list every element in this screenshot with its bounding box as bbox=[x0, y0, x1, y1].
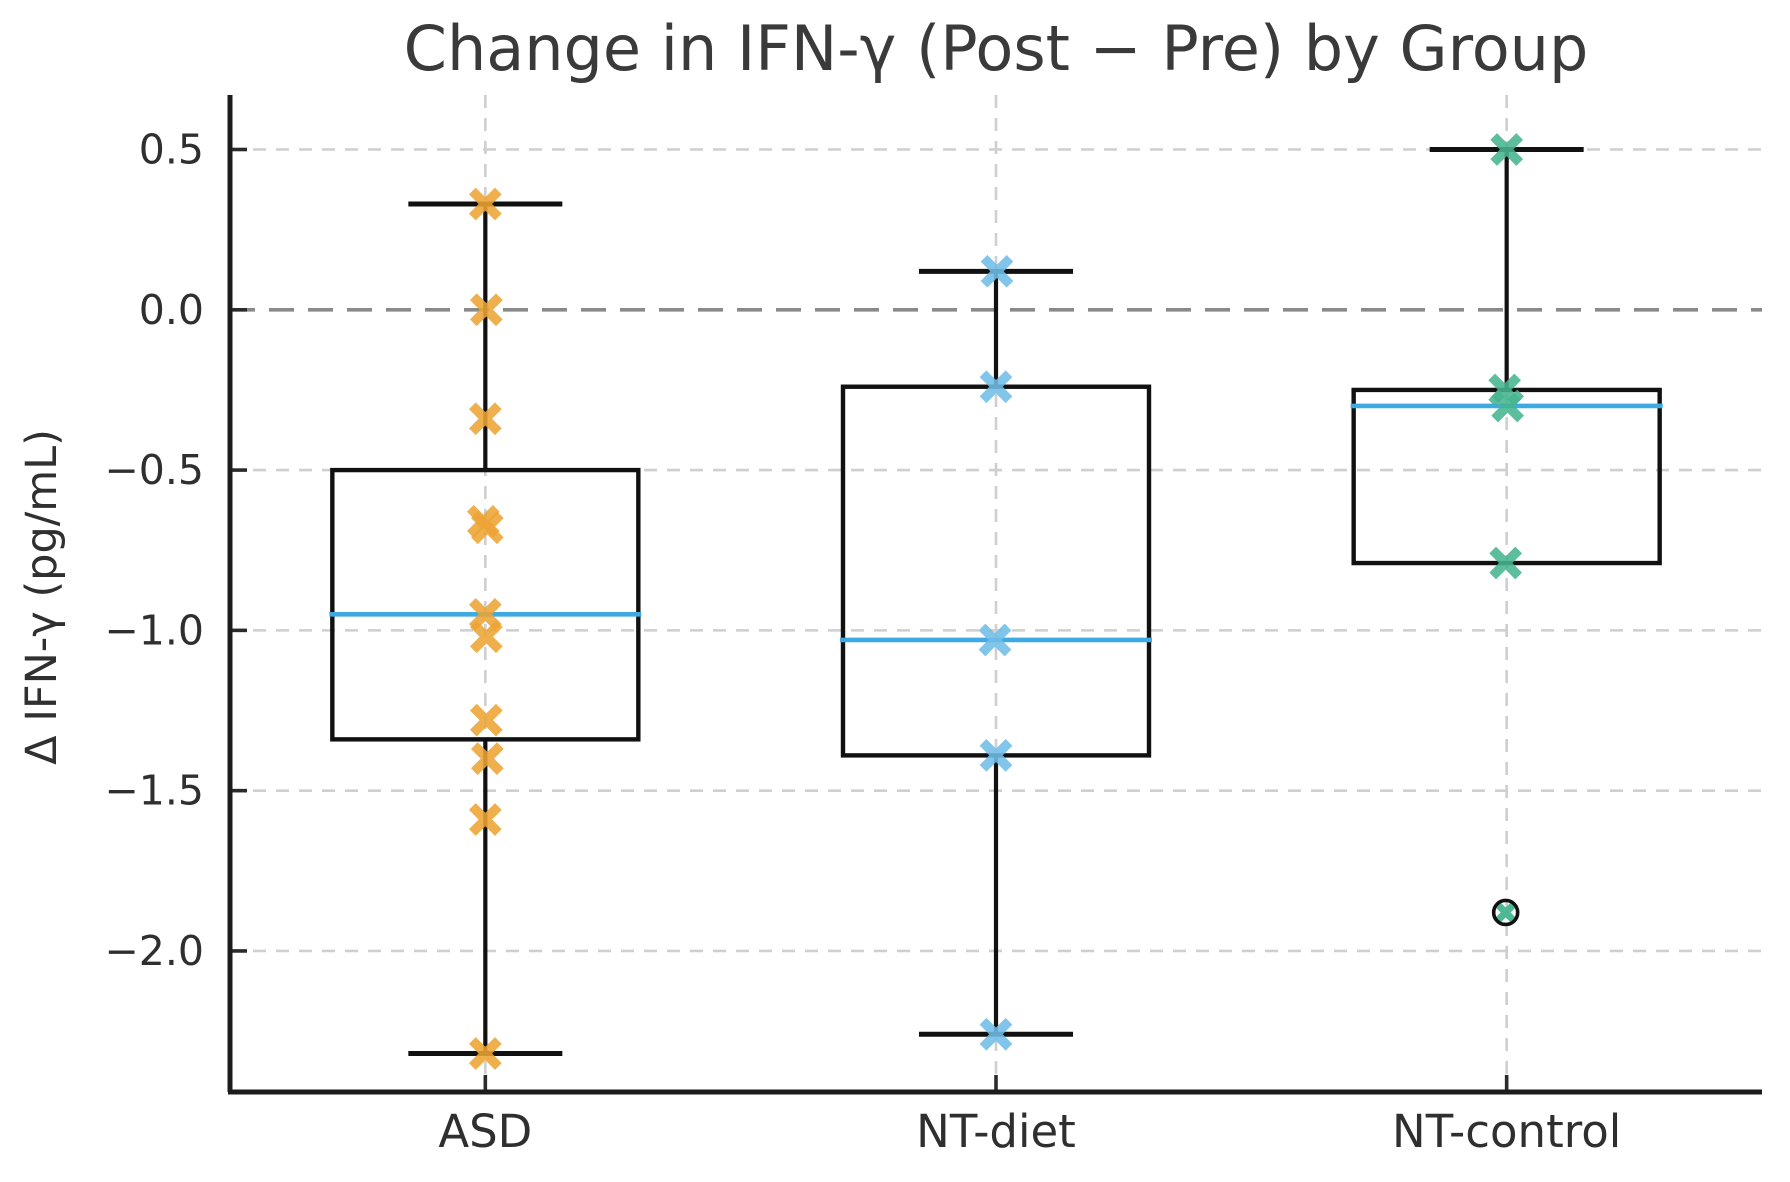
data-point-marker bbox=[468, 803, 502, 836]
data-point-marker bbox=[979, 1017, 1013, 1051]
outlier-marker bbox=[1494, 901, 1518, 924]
y-tick-label: −1.5 bbox=[104, 767, 204, 815]
data-point-marker bbox=[978, 623, 1012, 657]
box bbox=[330, 467, 641, 742]
y-tick-label: −2.0 bbox=[104, 927, 204, 975]
data-point-marker bbox=[1489, 546, 1523, 580]
data-point-marker bbox=[470, 511, 504, 545]
tick-marks bbox=[232, 147, 1509, 1090]
data-point-marker bbox=[469, 293, 503, 327]
x-tick-label: NT-control bbox=[1392, 1105, 1621, 1158]
axis-spines bbox=[227, 95, 1762, 1095]
data-point-markers bbox=[466, 133, 1525, 1070]
data-point-marker bbox=[1491, 389, 1525, 423]
y-tick-label: −1.0 bbox=[104, 606, 204, 654]
data-point-marker bbox=[979, 370, 1013, 404]
data-point-marker bbox=[468, 1037, 502, 1070]
x-tick-label: NT-diet bbox=[916, 1105, 1076, 1158]
y-axis-label: Δ IFN-γ (pg/mL) bbox=[17, 429, 67, 765]
outlier-circle bbox=[1491, 898, 1520, 927]
data-point-marker bbox=[470, 742, 504, 775]
y-tick-label: −0.5 bbox=[104, 446, 204, 494]
data-point-marker bbox=[469, 620, 503, 654]
y-tick-label: 0.5 bbox=[139, 125, 204, 173]
data-point-marker bbox=[468, 187, 502, 221]
data-point-marker bbox=[468, 402, 502, 436]
data-point-marker bbox=[469, 703, 503, 737]
data-point-marker bbox=[1490, 133, 1524, 166]
chart-title: Change in IFN-γ (Post − Pre) by Group bbox=[403, 12, 1589, 85]
axis-tick-labels: 0.5 0.0 −0.5 −1.0 −1.5 −2.0 ASD NT-diet NT-contr… bbox=[104, 125, 1621, 1158]
data-point-marker bbox=[980, 254, 1014, 288]
data-point-marker bbox=[979, 739, 1013, 772]
y-tick-label: 0.0 bbox=[139, 286, 204, 334]
x-tick-label: ASD bbox=[438, 1105, 532, 1158]
